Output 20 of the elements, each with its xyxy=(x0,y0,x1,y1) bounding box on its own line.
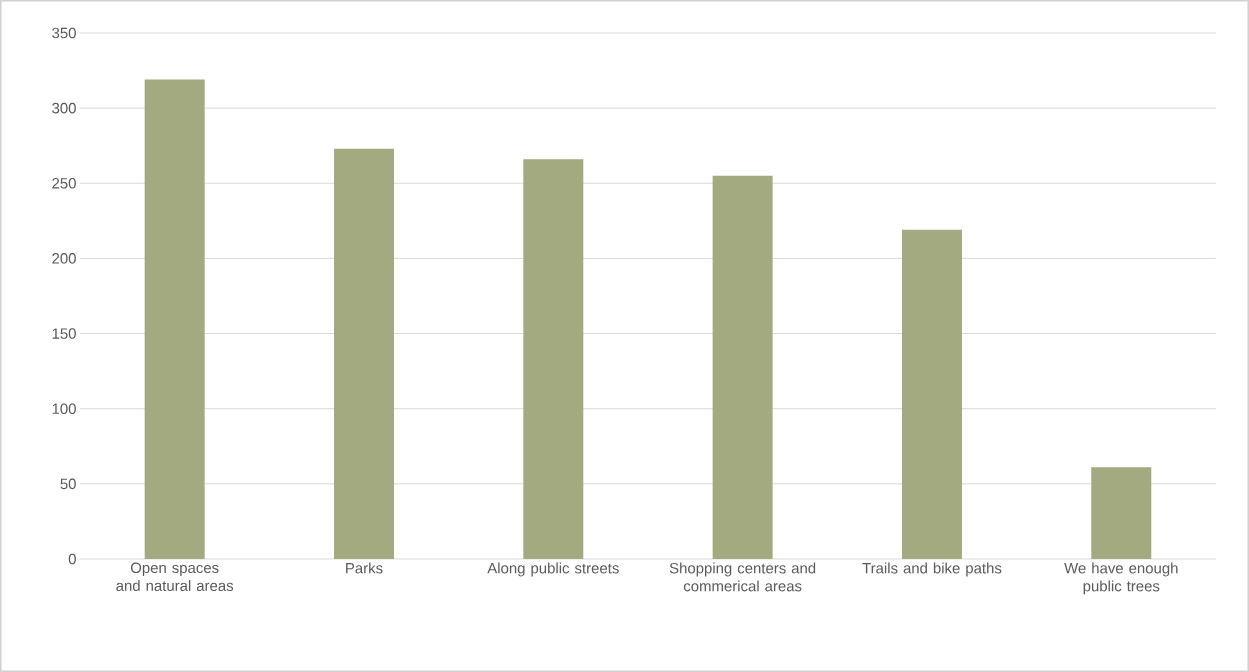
bar xyxy=(144,79,205,559)
y-tick-label: 0 xyxy=(68,553,76,565)
x-tick-label: Trails and bike paths xyxy=(862,562,1002,577)
y-tick-label: 250 xyxy=(52,177,76,189)
y-tick-label: 100 xyxy=(52,403,76,414)
x-tick-label: Shopping centers and commerical areas xyxy=(669,562,816,592)
bar xyxy=(334,148,394,559)
x-tick-label: Along public streets xyxy=(487,562,619,577)
y-tick-label: 150 xyxy=(52,328,76,339)
y-tick-label: 300 xyxy=(52,102,76,114)
bar xyxy=(1091,467,1152,559)
x-tick-label: Parks xyxy=(346,562,383,574)
bar xyxy=(901,229,962,559)
bar xyxy=(712,175,773,559)
x-tick-label: We have enough public trees xyxy=(1064,562,1178,595)
y-tick-label: 50 xyxy=(60,478,76,490)
y-tick-label: 200 xyxy=(52,253,76,264)
x-tick-label: Open spaces and natural areas xyxy=(116,562,234,592)
y-tick-label: 350 xyxy=(52,27,76,39)
bar xyxy=(523,159,584,559)
